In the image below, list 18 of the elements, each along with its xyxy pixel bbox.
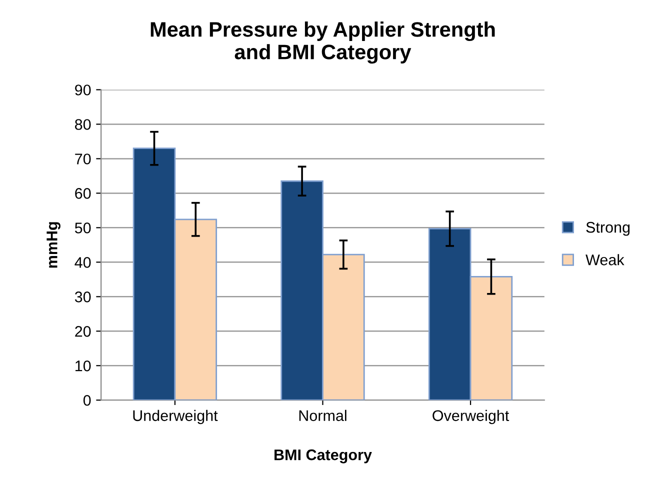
y-tick-label: 40 xyxy=(74,257,91,268)
y-tick-label: 50 xyxy=(74,222,91,234)
y-tick-label: 30 xyxy=(74,292,91,302)
x-axis-title: BMI Category xyxy=(274,449,372,464)
y-tick-label: 10 xyxy=(76,360,91,372)
x-tick-label: Overweight xyxy=(432,410,510,424)
chart-title: Mean Pressure by Applier Strength and BMI Category xyxy=(150,22,495,64)
y-axis-title: mmHg xyxy=(46,222,60,268)
y-tick-label: 60 xyxy=(75,188,91,199)
y-tick-label: 70 xyxy=(75,154,91,164)
x-tick-label: Underweight xyxy=(133,410,218,424)
y-tick-label: 90 xyxy=(75,84,91,96)
y-tick-label: 0 xyxy=(83,394,91,406)
legend-label: Strong xyxy=(586,222,630,236)
y-tick-label: 80 xyxy=(75,119,91,130)
legend-label: Weak xyxy=(586,254,624,266)
x-tick-label: Normal xyxy=(299,410,346,422)
y-tick-label: 20 xyxy=(75,326,91,337)
